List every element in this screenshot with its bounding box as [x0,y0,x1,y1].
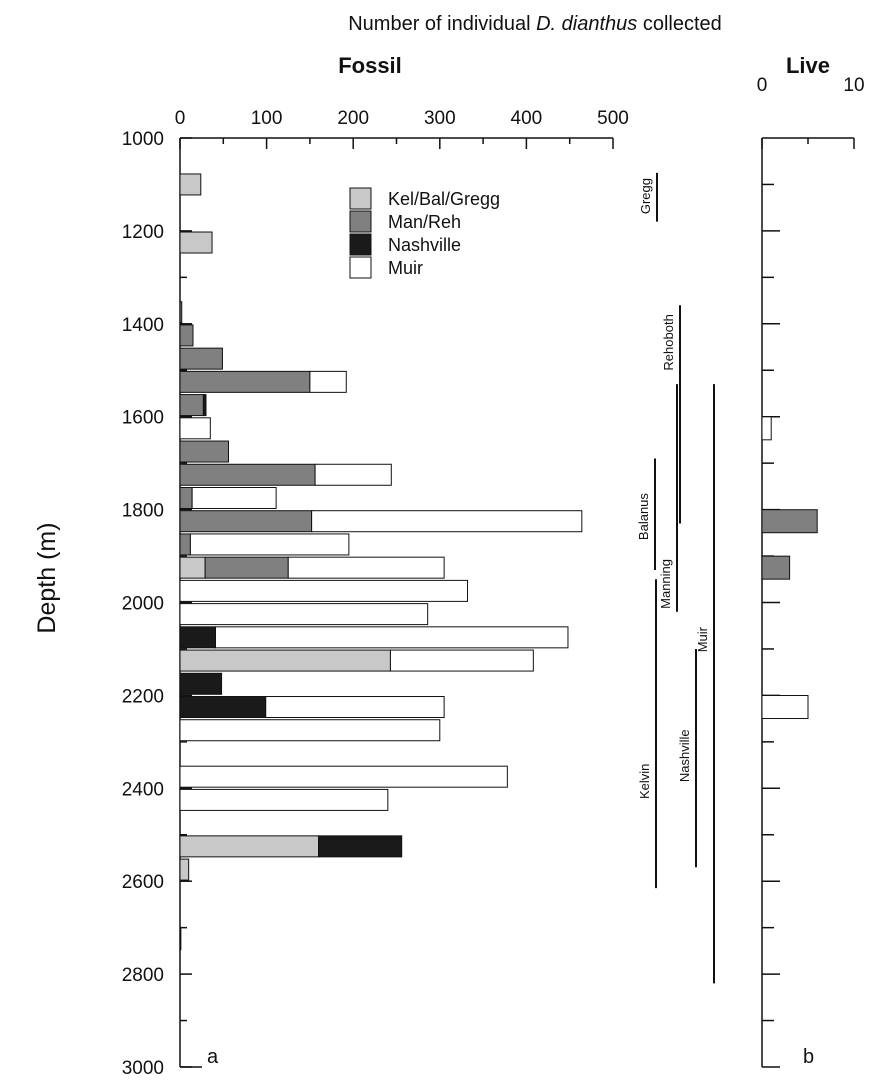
legend-swatch [349,256,372,279]
legend-label: Kel/Bal/Gregg [388,189,500,209]
legend-swatch [349,233,372,256]
fossil-bar-man-reh [179,301,183,324]
fossil-x-tick-label: 200 [337,108,369,129]
panel-b-label: b [803,1046,814,1068]
fossil-bar-man-reh [179,533,191,556]
live-bar-muir [761,416,772,441]
fossil-bar-muir [314,463,392,486]
fossil-y-tick-label: 1600 [122,408,164,429]
fossil-bar-muir [287,556,445,579]
range-label-balanus: Balanus [636,493,651,540]
fossil-bar-nashville [179,626,217,649]
fossil-y-tick-label: 2800 [122,965,164,986]
live-x-tick-label: 0 [757,75,768,96]
live-bar-man-reh [761,509,818,534]
fossil-bar-muir [179,603,429,626]
fossil-bar-muir [179,579,469,602]
fossil-y-tick-label: 1800 [122,501,164,522]
fossil-bar-man-reh [179,370,311,393]
fossil-bar-man-reh [179,440,229,463]
panel-a-label: a [207,1046,219,1068]
fossil-bar-muir [265,696,445,719]
fossil-bar-man-reh [179,486,193,509]
fossil-bar-nashville [318,835,403,858]
legend-label: Man/Reh [388,212,461,232]
live-panel: 0 10 b [757,75,865,1068]
fossil-x-tick-label: 300 [424,108,456,129]
fossil-bar-muir [309,370,347,393]
fossil-bar-kel-bal-gregg [179,173,202,196]
y-axis-label: Depth (m) [33,522,61,633]
fossil-bar-muir [189,533,350,556]
fossil-bar-muir [179,788,389,811]
range-label-gregg: Gregg [638,178,653,214]
fossil-y-tick-label: 1000 [122,129,164,150]
fossil-bar-muir [179,765,508,788]
fossil-bar-man-reh [179,324,194,347]
fossil-y-tick-label: 2200 [122,686,164,707]
fossil-bar-muir [179,417,211,440]
live-title: Live [786,53,830,78]
fossil-bar-muir [311,510,583,533]
fossil-bar-man-reh [179,347,223,370]
range-label-muir: Muir [695,626,710,652]
fossil-title: Fossil [338,53,402,78]
fossil-bar-muir [179,928,182,951]
fossil-bar-man-reh [179,510,313,533]
range-label-kelvin: Kelvin [637,764,652,799]
fossil-x-tick-label: 400 [511,108,543,129]
range-label-manning: Manning [658,559,673,609]
fossil-x-tick-label: 500 [597,108,629,129]
legend-label: Nashville [388,235,461,255]
fossil-bar-nashville [179,672,223,695]
range-label-rehoboth: Rehoboth [661,314,676,370]
legend: Kel/Bal/Gregg Man/Reh Nashville Muir [349,187,500,279]
fossil-x-tick-label: 0 [175,108,186,129]
fossil-bar-man-reh [204,556,289,579]
legend-label: Muir [388,258,423,278]
fossil-bar-man-reh [179,394,204,417]
fossil-bar-nashville [202,394,207,417]
fossil-y-tick-label: 2600 [122,872,164,893]
fossil-y-tick-label: 2000 [122,594,164,615]
live-bar-man-reh [761,555,791,580]
legend-swatch [349,210,372,233]
fossil-bar-muir [215,626,569,649]
fossil-bar-kel-bal-gregg [179,649,391,672]
fossil-panel: 0 100 200 300 400 500 1000 1200 1400 1600 1800 2000… [122,108,629,1079]
fossil-bar-kel-bal-gregg [179,231,213,254]
fossil-bar-nashville [179,696,267,719]
range-label-nashville: Nashville [677,729,692,782]
depth-ranges: Gregg Rehoboth Balanus Manning Muir Kelvin Nas… [636,172,715,984]
fossil-bar-man-reh [179,463,316,486]
fossil-bar-muir [191,486,277,509]
fossil-bar-kel-bal-gregg [179,835,320,858]
fossil-bar-kel-bal-gregg [179,858,190,881]
legend-swatch [349,187,372,210]
fossil-y-tick-label: 1200 [122,222,164,243]
live-x-tick-label: 10 [843,75,864,96]
fossil-y-tick-label: 2400 [122,779,164,800]
fossil-bar-kel-bal-gregg [179,556,206,579]
fossil-bar-muir [389,649,534,672]
fossil-y-tick-label: 3000 [122,1058,164,1079]
fossil-x-tick-label: 100 [251,108,283,129]
fossil-y-tick-label: 1400 [122,315,164,336]
suptitle: Number of individual D. dianthus collect… [348,13,722,35]
live-bar-muir [761,695,809,720]
fossil-bar-muir [179,719,441,742]
